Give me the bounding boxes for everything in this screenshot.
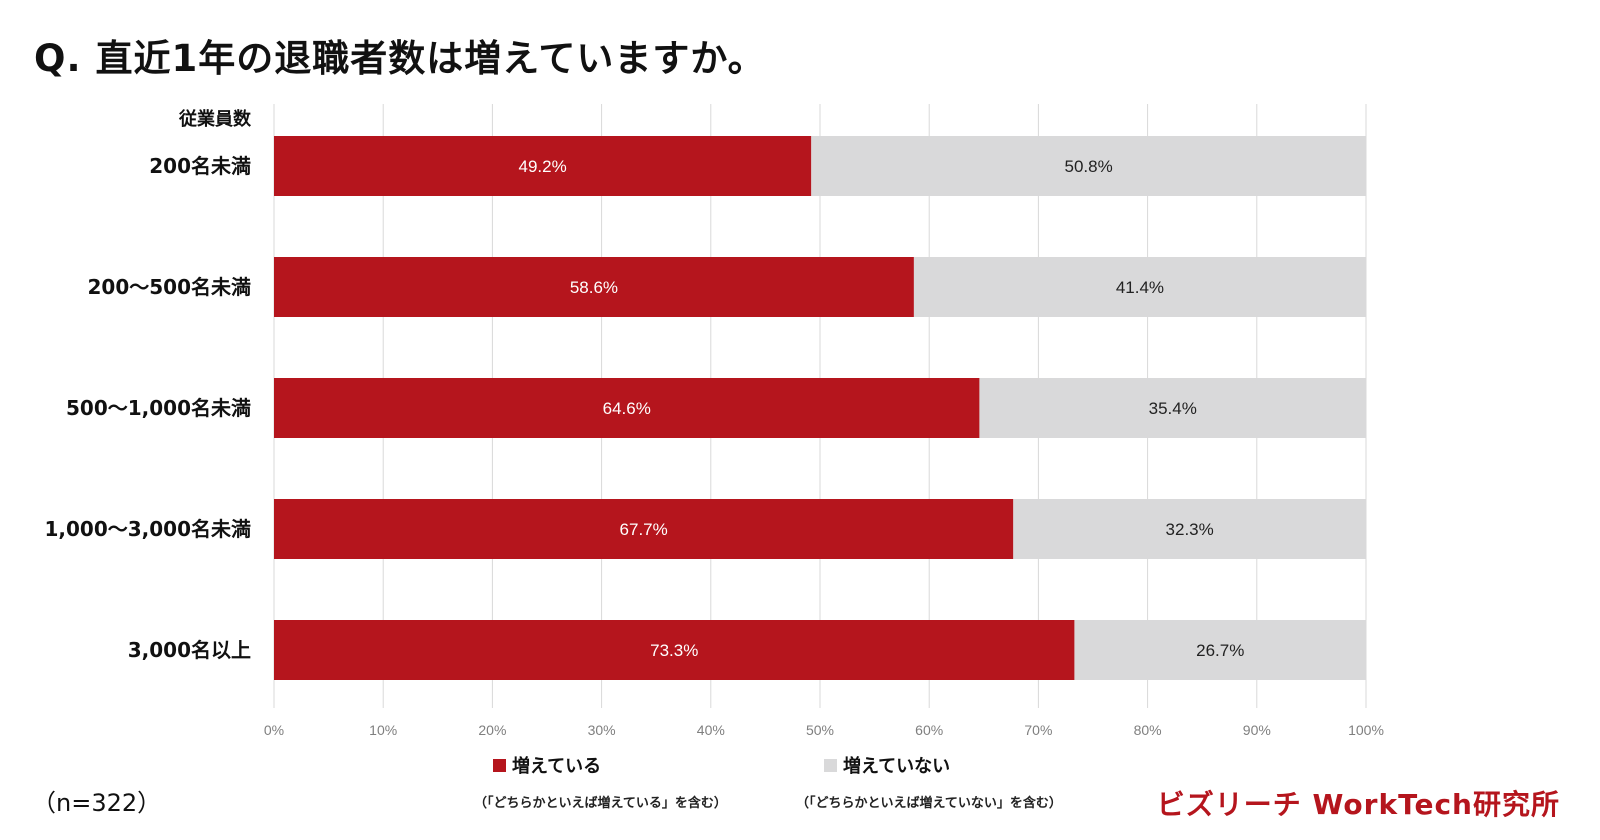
category-label-3: 1,000〜3,000名未満	[44, 517, 251, 541]
bar-increased-2	[274, 378, 980, 438]
legend-item-increased: 増えている	[493, 752, 601, 778]
bar-not-increased-0	[811, 136, 1366, 196]
bar-increased-4	[274, 620, 1075, 680]
bar-not-increased-3	[1013, 499, 1366, 559]
x-tick-label-4: 40%	[697, 722, 725, 738]
data-label-not-increased-3: 32.3%	[1166, 520, 1214, 539]
sample-size: （n=322）	[32, 789, 162, 817]
data-label-not-increased-4: 26.7%	[1196, 641, 1244, 660]
category-label-0: 200名未満	[149, 154, 251, 178]
data-label-not-increased-0: 50.8%	[1065, 157, 1113, 176]
data-label-increased-2: 64.6%	[603, 399, 651, 418]
data-label-increased-1: 58.6%	[570, 278, 618, 297]
x-tick-label-0: 0%	[264, 722, 284, 738]
data-label-increased-3: 67.7%	[620, 520, 668, 539]
question-text: 直近1年の退職者数は増えていますか。	[95, 37, 766, 80]
bar-increased-0	[274, 136, 812, 196]
legend-label-not-increased: 増えていない	[843, 756, 951, 777]
legend-label-increased: 増えている	[512, 756, 602, 777]
data-label-increased-0: 49.2%	[519, 157, 567, 176]
category-label-1: 200〜500名未満	[88, 275, 252, 299]
legend-note-not-increased: （「どちらかといえば増えていない」を含む）	[796, 796, 1062, 811]
category-axis-label: 従業員数	[178, 108, 252, 130]
data-label-increased-4: 73.3%	[650, 641, 698, 660]
category-label-4: 3,000名以上	[128, 638, 251, 662]
question-prefix: Q.	[34, 37, 82, 80]
x-tick-label-9: 90%	[1243, 722, 1271, 738]
category-label-2: 500〜1,000名未満	[66, 396, 251, 420]
x-tick-label-10: 100%	[1348, 722, 1384, 738]
x-tick-label-1: 10%	[369, 722, 397, 738]
bar-not-increased-2	[979, 378, 1366, 438]
data-label-not-increased-1: 41.4%	[1116, 278, 1164, 297]
bar-increased-3	[274, 499, 1014, 559]
chart-title: Q. 直近1年の退職者数は増えていますか。	[34, 28, 766, 82]
legend-item-not-increased: 増えていない	[824, 752, 950, 778]
legend-swatch-not-increased	[824, 758, 837, 772]
x-tick-label-3: 30%	[588, 722, 616, 738]
x-tick-label-5: 50%	[806, 722, 834, 738]
brand-logo-text: ビズリーチ WorkTech研究所	[1156, 788, 1560, 821]
x-tick-label-8: 80%	[1134, 722, 1162, 738]
legend-note-increased: （「どちらかといえば増えている」を含む）	[474, 796, 727, 811]
legend-swatch-increased	[493, 758, 506, 772]
bar-not-increased-4	[1074, 620, 1366, 680]
x-tick-label-7: 70%	[1024, 722, 1052, 738]
bar-increased-1	[274, 257, 914, 317]
bar-not-increased-1	[913, 257, 1366, 317]
x-tick-label-6: 60%	[915, 722, 943, 738]
x-tick-label-2: 20%	[478, 722, 506, 738]
data-label-not-increased-2: 35.4%	[1149, 399, 1197, 418]
